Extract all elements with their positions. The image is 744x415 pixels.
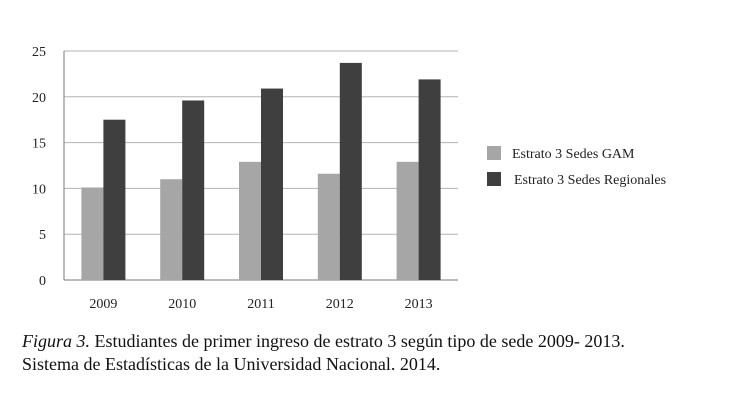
legend-label: Estrato 3 Sedes Regionales <box>514 173 666 188</box>
bar-gam-2010 <box>160 179 183 280</box>
y-tick-label: 10 <box>32 182 46 197</box>
figure-caption: Figura 3. Estudiantes de primer ingreso … <box>22 330 732 376</box>
bar-regionales-2010 <box>182 100 205 281</box>
x-axis-ticks: 2009 2010 2011 2012 2013 <box>89 297 432 312</box>
y-tick-label: 15 <box>32 137 46 152</box>
figure-label: Figura 3. <box>22 331 91 351</box>
y-axis-ticks: 0 5 10 15 20 25 <box>32 45 46 289</box>
bar-gam-2009 <box>81 187 104 280</box>
bar-regionales-2013 <box>418 79 441 281</box>
bar-gam-2013 <box>396 161 419 280</box>
x-tick-label: 2010 <box>168 297 196 312</box>
bar-gam-2011 <box>239 161 261 280</box>
bar-gam-2012 <box>317 173 340 280</box>
legend: Estrato 3 Sedes GAM Estrato 3 Sedes Regio… <box>487 146 666 188</box>
caption-line-1: Estudiantes de primer ingreso de estrato… <box>90 331 625 351</box>
bar-regionales-2009 <box>103 119 126 280</box>
bars <box>81 62 441 281</box>
bar-chart: 0 5 10 15 20 25 2009 2010 2011 2012 2013 Estrato … <box>32 45 666 312</box>
y-tick-label: 0 <box>39 274 46 289</box>
bar-regionales-2012 <box>339 62 362 280</box>
caption-line-2: Sistema de Estadísticas de la Universida… <box>22 354 441 374</box>
legend-label: Estrato 3 Sedes GAM <box>512 147 635 162</box>
y-tick-label: 20 <box>32 91 46 106</box>
legend-swatch <box>487 172 501 186</box>
x-tick-label: 2009 <box>89 297 117 312</box>
legend-swatch <box>487 146 501 160</box>
y-tick-label: 25 <box>32 45 46 60</box>
x-tick-label: 2012 <box>326 297 354 312</box>
x-tick-label: 2011 <box>247 297 274 312</box>
y-tick-label: 5 <box>39 228 46 243</box>
x-tick-label: 2013 <box>405 297 433 312</box>
bar-regionales-2011 <box>261 88 283 280</box>
